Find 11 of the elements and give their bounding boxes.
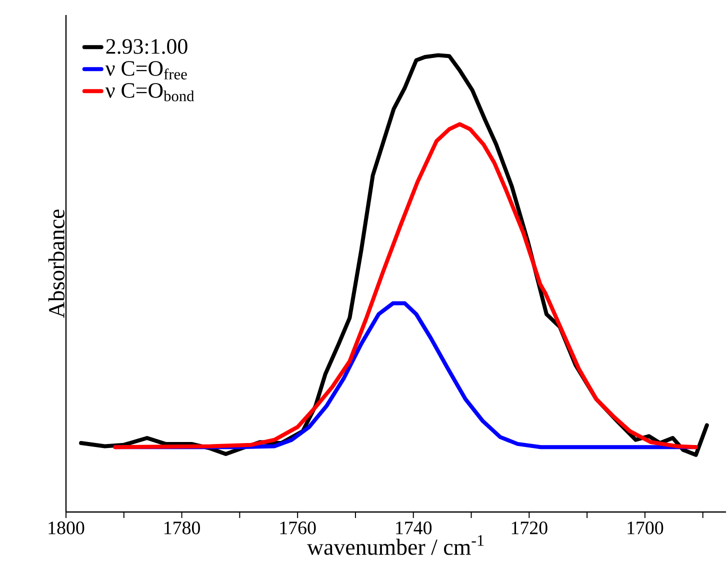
x-tick-label: 1740 (396, 522, 432, 534)
x-axis-title: wavenumber / cm$^{-1}$ (307, 535, 484, 555)
x-tick-label: 1800 (48, 522, 84, 534)
legend-label: ν C=O$_{bond}$ (105, 83, 194, 102)
legend-label: 2.93:1.00 (106, 39, 188, 54)
x-tick-label: 1720 (512, 522, 548, 534)
legend-label: ν C=O$_{free}$ (105, 61, 187, 80)
x-tick-label: 1760 (280, 522, 316, 534)
y-axis-title: Absorbance (48, 210, 64, 318)
x-tick-label: 1700 (628, 522, 664, 534)
x-tick-label: 1780 (164, 522, 200, 534)
